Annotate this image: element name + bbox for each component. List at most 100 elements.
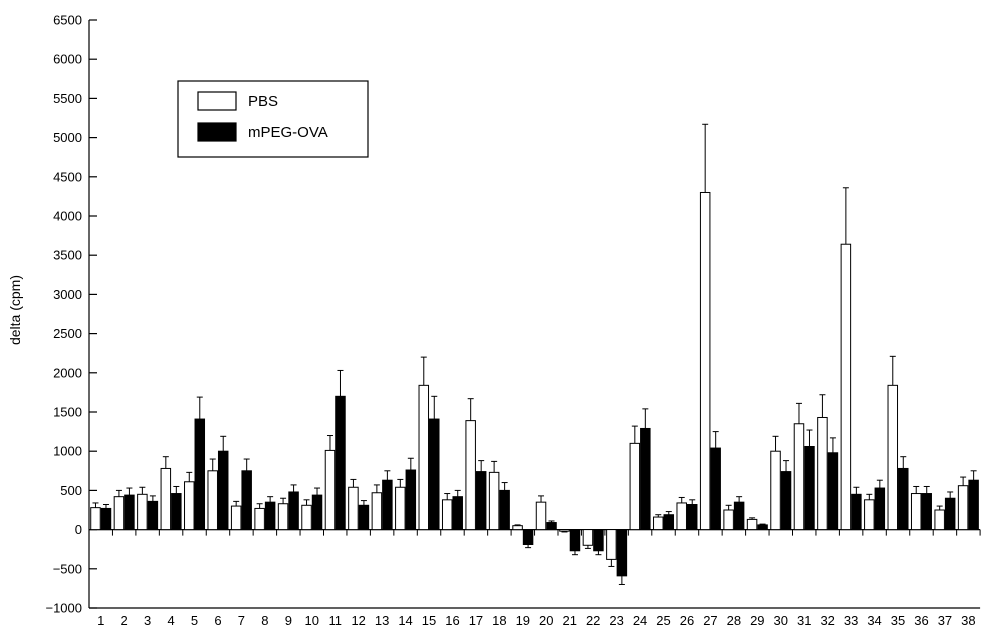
- x-tick-label: 22: [586, 613, 600, 628]
- y-tick-label: 0: [75, 522, 82, 537]
- bar-pbs: [559, 529, 570, 532]
- x-tick-label: 34: [867, 613, 881, 628]
- bar-pbs: [629, 442, 641, 531]
- bar-pbs: [113, 496, 125, 531]
- bar-pbs: [160, 467, 172, 531]
- bar-mpeg-ova: [124, 494, 135, 531]
- bar-mpeg-ova: [921, 493, 932, 531]
- x-tick-label: 37: [938, 613, 952, 628]
- x-tick-label: 18: [492, 613, 506, 628]
- y-tick-label: −500: [53, 561, 82, 576]
- y-tick-label: 1000: [53, 444, 82, 459]
- y-tick-label: 4500: [53, 169, 82, 184]
- bar-pbs: [207, 470, 218, 531]
- x-tick-label: 27: [703, 613, 717, 628]
- legend: PBS mPEG-OVA: [177, 80, 369, 158]
- bar-mpeg-ova: [710, 447, 721, 531]
- bar-pbs: [723, 509, 734, 531]
- bar-mpeg-ova: [100, 507, 112, 531]
- bar-pbs: [254, 507, 265, 531]
- bar-mpeg-ova: [640, 427, 651, 531]
- bar-pbs: [957, 485, 969, 531]
- x-tick-label: 24: [633, 613, 647, 628]
- x-tick-label: 12: [351, 613, 365, 628]
- bar-mpeg-ova: [288, 491, 299, 531]
- bar-mpeg-ova: [944, 497, 956, 531]
- x-tick-label: 19: [516, 613, 530, 628]
- bar-pbs: [418, 384, 430, 531]
- x-tick-label: 6: [214, 613, 221, 628]
- bar-pbs: [864, 499, 875, 531]
- x-tick-label: 16: [445, 613, 459, 628]
- bar-pbs: [887, 384, 899, 531]
- x-tick-label: 15: [422, 613, 436, 628]
- bar-mpeg-ova: [968, 479, 979, 531]
- x-tick-label: 4: [167, 613, 174, 628]
- x-tick-label: 28: [727, 613, 741, 628]
- x-tick-label: 3: [144, 613, 151, 628]
- bar-mpeg-ova: [217, 450, 229, 531]
- bar-pbs: [324, 449, 336, 531]
- x-tick-label: 17: [469, 613, 483, 628]
- bar-mpeg-ova: [593, 529, 604, 552]
- x-tick-label: 2: [121, 613, 128, 628]
- x-tick-label: 25: [656, 613, 670, 628]
- bar-pbs: [840, 243, 852, 531]
- y-tick-label: 4000: [53, 209, 82, 224]
- bar-mpeg-ova: [686, 504, 698, 531]
- bar-mpeg-ova: [171, 493, 182, 531]
- x-tick-label: 23: [609, 613, 623, 628]
- y-tick-label: 5000: [53, 130, 82, 145]
- y-tick-label: 5500: [53, 91, 82, 106]
- y-tick-label: 1500: [53, 405, 82, 420]
- bar-mpeg-ova: [475, 471, 487, 531]
- bar-pbs: [277, 503, 289, 531]
- x-tick-label: 1: [97, 613, 104, 628]
- bar-mpeg-ova: [358, 504, 370, 531]
- bar-pbs: [582, 529, 594, 546]
- bar-pbs: [184, 481, 195, 531]
- bars-layer: [90, 191, 979, 577]
- y-axis-title: delta (cpm): [7, 275, 23, 345]
- bar-mpeg-ova: [898, 467, 909, 531]
- bar-pbs: [395, 486, 406, 531]
- x-tick-label: 9: [285, 613, 292, 628]
- bar-mpeg-ova: [194, 418, 206, 531]
- bar-pbs: [676, 502, 687, 531]
- bar-pbs: [699, 191, 711, 531]
- x-tick-label: 13: [375, 613, 389, 628]
- bar-mpeg-ova: [405, 469, 417, 531]
- bar-pbs: [817, 416, 828, 531]
- y-tick-label: 3500: [53, 248, 82, 263]
- x-tick-label: 33: [844, 613, 858, 628]
- x-tick-label: 38: [961, 613, 975, 628]
- bar-mpeg-ova: [311, 494, 323, 531]
- y-tick-label: 500: [60, 483, 82, 498]
- bar-mpeg-ova: [827, 452, 839, 531]
- bar-pbs: [910, 493, 922, 531]
- bar-pbs: [488, 471, 500, 531]
- bar-pbs: [606, 529, 617, 560]
- legend-swatch-mpeg-ova: [197, 122, 237, 142]
- bar-mpeg-ova: [733, 501, 745, 531]
- bar-pbs: [535, 501, 547, 531]
- x-tick-label: 21: [562, 613, 576, 628]
- legend-swatch-pbs: [197, 91, 237, 111]
- x-tick-label: 35: [891, 613, 905, 628]
- bar-pbs: [465, 420, 476, 531]
- bar-pbs: [230, 505, 242, 531]
- y-tick-label: 2000: [53, 365, 82, 380]
- bar-mpeg-ova: [851, 493, 862, 531]
- labels-layer: −1000 −500 0 500 1000 1500 2000 2500 3000 3500 400…: [45, 13, 975, 629]
- x-tick-label: 14: [398, 613, 412, 628]
- bar-pbs: [90, 507, 101, 531]
- bar-mpeg-ova: [382, 479, 393, 531]
- bar-mpeg-ova: [241, 470, 252, 531]
- x-tick-label: 7: [238, 613, 245, 628]
- x-tick-label: 29: [750, 613, 764, 628]
- y-tick-label: 2500: [53, 326, 82, 341]
- legend-label-pbs: PBS: [248, 93, 278, 110]
- bar-mpeg-ova: [780, 471, 792, 531]
- x-tick-label: 20: [539, 613, 553, 628]
